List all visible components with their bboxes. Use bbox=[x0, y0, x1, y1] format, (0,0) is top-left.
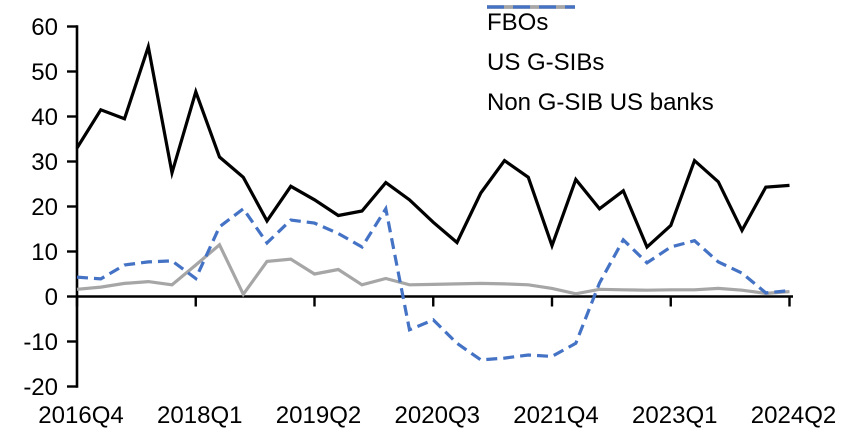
legend-item-us-gsibs: US G-SIBs bbox=[487, 5, 714, 83]
y-axis-tick-label: -10 bbox=[23, 329, 58, 356]
x-axis-tick-label: 2023Q1 bbox=[632, 402, 717, 429]
x-axis-tick-label: 2019Q2 bbox=[276, 402, 361, 429]
series-line-0 bbox=[75, 40, 790, 251]
x-axis-tick-label: 2021Q4 bbox=[513, 402, 598, 429]
x-axis-tick-label: 2018Q1 bbox=[157, 402, 242, 429]
y-axis-tick-label: 10 bbox=[31, 239, 58, 266]
y-axis-tick-label: 30 bbox=[31, 149, 58, 176]
legend: FBOs US G-SIBs Non G-SIB US banks bbox=[487, 3, 714, 123]
y-axis-tick-label: 60 bbox=[31, 14, 58, 41]
series-line-1 bbox=[76, 242, 790, 298]
non-gsib-dashed-line-swatch-icon bbox=[487, 5, 575, 9]
legend-label-us-gsibs: US G-SIBs bbox=[487, 49, 605, 76]
legend-item-non-gsib: Non G-SIB US banks bbox=[487, 5, 714, 123]
y-axis-tick-label: -20 bbox=[23, 374, 58, 401]
x-axis-tick-label: 2016Q4 bbox=[38, 402, 123, 429]
y-axis-tick-label: 40 bbox=[31, 104, 58, 131]
legend-label-non-gsib: Non G-SIB US banks bbox=[487, 89, 714, 116]
y-axis-tick-label: 0 bbox=[45, 284, 58, 311]
x-axis-tick-label: 2024Q2 bbox=[751, 402, 836, 429]
series-line-2 bbox=[76, 204, 790, 362]
y-axis-tick-label: 20 bbox=[31, 194, 58, 221]
legend-label-fbos: FBOs bbox=[487, 9, 549, 36]
y-axis-tick-label: 50 bbox=[31, 59, 58, 86]
x-axis-tick-label: 2020Q3 bbox=[395, 402, 480, 429]
